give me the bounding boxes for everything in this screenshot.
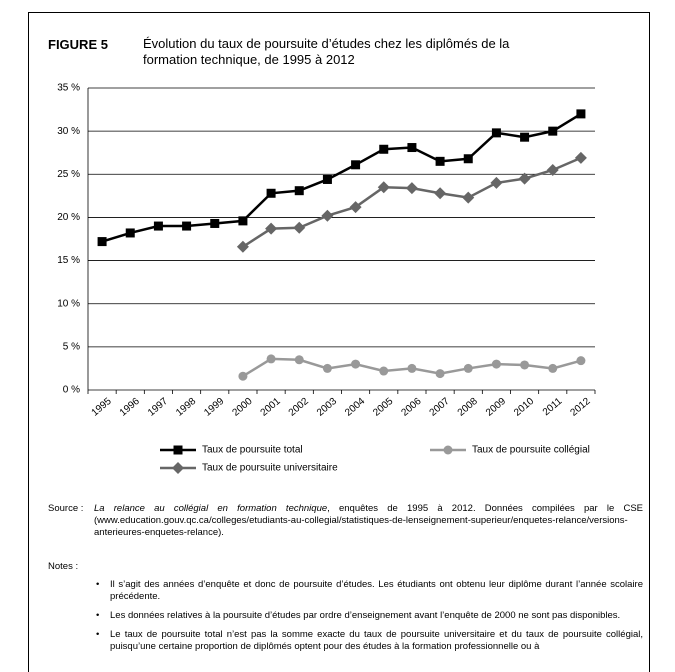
note: Il s’agit des années d’enquête et donc d… (96, 579, 643, 603)
marker (576, 356, 586, 366)
x-tick-label: 2006 (399, 396, 423, 419)
series-line (242, 156, 582, 248)
marker (463, 363, 473, 373)
legend-label: Taux de poursuite collégial (472, 445, 590, 456)
source-body: La relance au collégial en formation tec… (94, 503, 643, 539)
marker (238, 216, 248, 226)
series-line (101, 112, 582, 243)
chart-title: Évolution du taux de poursuite d’études … (143, 36, 510, 67)
marker (322, 363, 332, 373)
x-tick-label: 1997 (146, 396, 170, 419)
marker (548, 126, 558, 136)
source-title: La relance au collégial en formation tec… (94, 503, 328, 514)
marker (173, 445, 183, 455)
marker (172, 462, 184, 474)
x-tick-label: 2005 (371, 396, 395, 419)
marker (490, 176, 503, 189)
marker (520, 132, 530, 142)
marker (518, 172, 531, 185)
marker (405, 182, 418, 195)
y-tick-label: 20 % (57, 212, 80, 223)
marker (574, 151, 587, 164)
y-tick-label: 0 % (63, 385, 80, 396)
marker (435, 156, 445, 166)
marker (238, 371, 248, 381)
marker (435, 369, 445, 379)
frame (28, 12, 650, 672)
y-tick-label: 15 % (57, 255, 80, 266)
note: Les données relatives à la poursuite d’é… (96, 610, 643, 622)
marker (462, 191, 475, 204)
marker (351, 359, 361, 369)
marker (97, 237, 107, 247)
source: Source : La relance au collégial en form… (48, 503, 643, 539)
x-tick-label: 2004 (343, 396, 367, 419)
marker (463, 154, 473, 164)
marker (491, 128, 501, 138)
chart: 0 %5 %10 %15 %20 %25 %30 %35 %1995 1996 19… (57, 83, 596, 474)
marker (434, 187, 447, 200)
marker (125, 228, 135, 238)
legend-label: Taux de poursuite total (202, 445, 303, 456)
notes-label: Notes : (48, 561, 79, 572)
marker (210, 218, 220, 228)
marker (322, 174, 332, 184)
y-tick-label: 30 % (57, 126, 80, 137)
marker (236, 240, 249, 253)
source-label: Source : (48, 503, 84, 514)
figure-label: FIGURE 5 (48, 37, 108, 52)
y-tick-label: 5 % (63, 341, 80, 352)
marker (293, 221, 306, 234)
marker (491, 359, 501, 369)
note: Le taux de poursuite total n’est pas la … (96, 629, 643, 653)
marker (548, 363, 558, 373)
y-tick-label: 25 % (57, 169, 80, 180)
x-tick-label: 1998 (174, 396, 198, 419)
marker (546, 163, 559, 176)
marker (265, 222, 278, 235)
x-tick-label: 2001 (259, 396, 283, 419)
marker (321, 209, 334, 222)
y-tick-label: 35 % (57, 83, 80, 94)
legend-label: Taux de poursuite universitaire (202, 463, 338, 474)
x-tick-label: 2010 (512, 396, 536, 419)
marker (407, 363, 417, 373)
x-tick-label: 1999 (202, 396, 226, 419)
x-tick-label: 2009 (484, 396, 508, 419)
y-tick-label: 10 % (57, 298, 80, 309)
marker (520, 360, 530, 370)
marker (351, 160, 361, 170)
x-tick-label: 1995 (90, 396, 114, 419)
marker (407, 143, 417, 153)
marker (576, 109, 586, 119)
source-text: , enquêtes de 1995 à 2012. Données compi… (94, 503, 643, 538)
marker (266, 354, 276, 364)
marker (182, 221, 192, 231)
x-tick-label: 2008 (456, 396, 480, 419)
x-tick-label: 2011 (541, 396, 565, 419)
marker (379, 144, 389, 154)
x-tick-label: 2012 (568, 396, 592, 419)
x-tick-label: 2002 (287, 396, 311, 419)
marker (266, 188, 276, 198)
x-tick-label: 2000 (230, 396, 254, 419)
notes: Notes : Il s’agit des années d’enquête e… (48, 561, 643, 660)
marker (153, 221, 163, 231)
marker (294, 186, 304, 196)
marker (379, 366, 389, 376)
note-list: Il s’agit des années d’enquête et donc d… (94, 579, 643, 653)
marker (294, 355, 304, 365)
marker (377, 181, 390, 194)
marker (349, 201, 362, 214)
x-tick-label: 1996 (118, 396, 142, 419)
x-tick-label: 2003 (315, 396, 339, 419)
x-tick-label: 2007 (428, 396, 452, 419)
marker (443, 445, 453, 455)
